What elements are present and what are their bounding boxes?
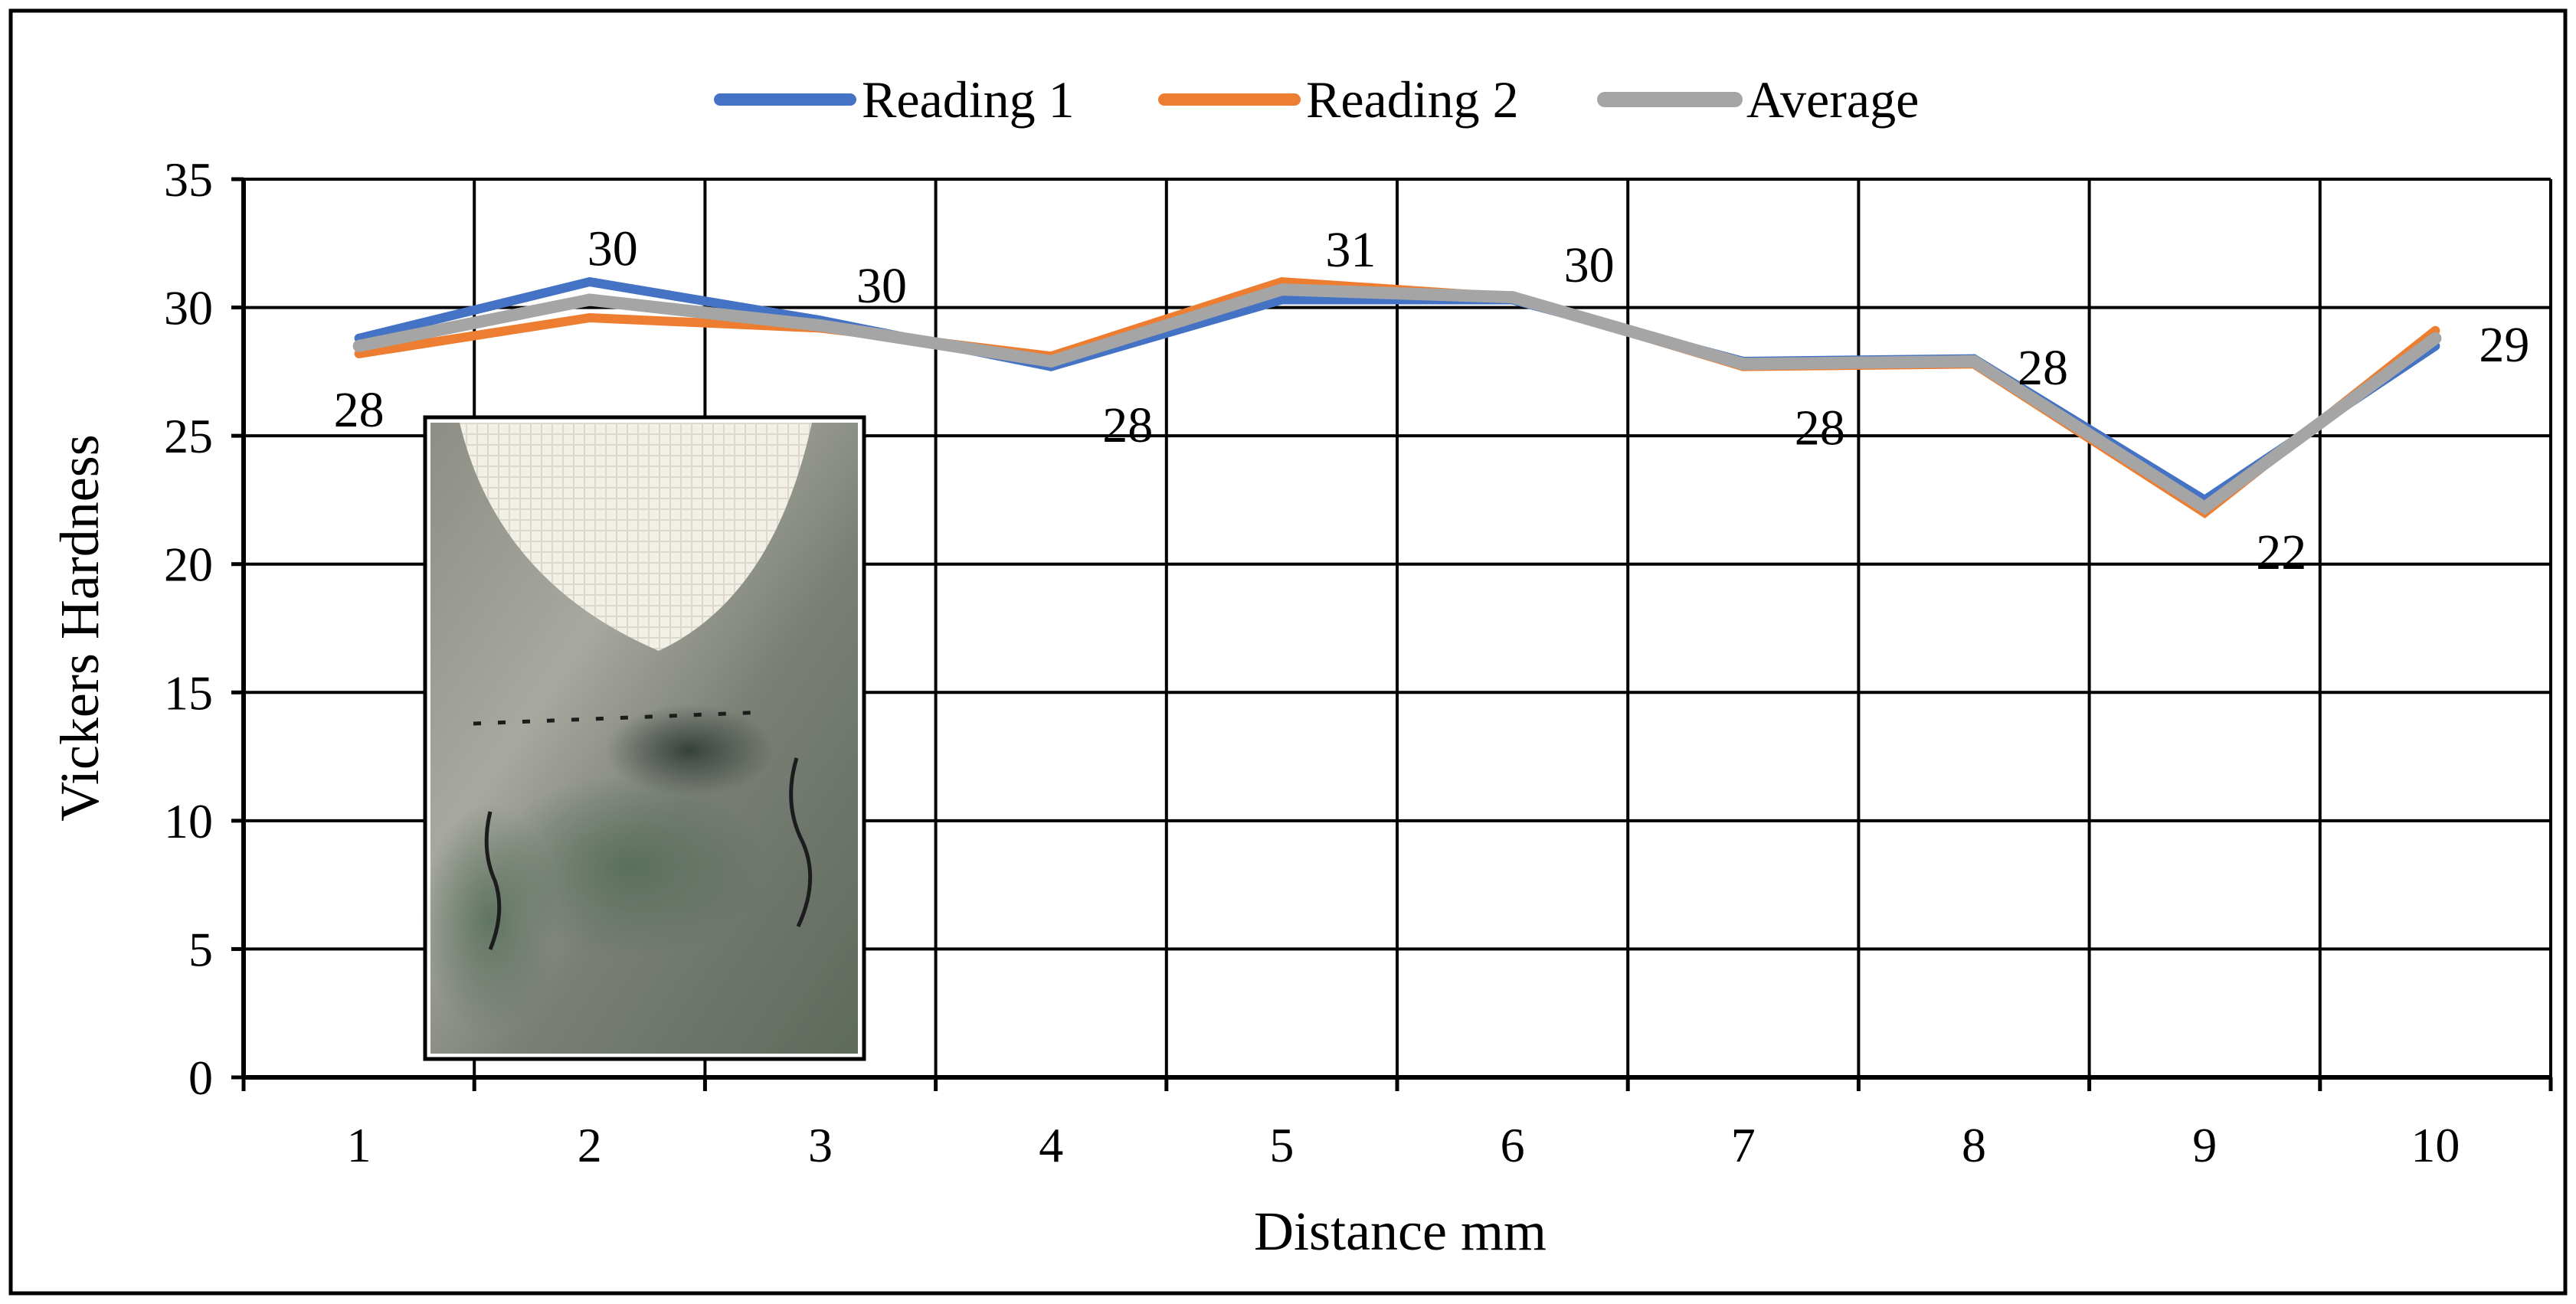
x-tick-label: 6 <box>1501 1118 1525 1172</box>
data-label: 28 <box>334 382 385 438</box>
data-label: 31 <box>1325 222 1376 278</box>
axes <box>231 177 2553 1091</box>
y-tick-label: 10 <box>164 794 213 848</box>
data-point <box>1968 355 1980 368</box>
data-point <box>584 277 594 287</box>
data-label: 30 <box>588 221 638 277</box>
data-point <box>583 293 596 306</box>
data-label: 28 <box>1795 400 1845 456</box>
legend-label: Average <box>1746 70 1919 129</box>
data-point <box>814 319 826 332</box>
y-tick-label: 5 <box>188 922 213 976</box>
y-tick-label: 30 <box>164 281 213 335</box>
series-lines <box>352 276 2442 519</box>
data-point <box>2429 332 2442 345</box>
x-tick-label: 9 <box>2192 1118 2217 1172</box>
x-tick-label: 1 <box>347 1118 372 1172</box>
y-tick-label: 15 <box>164 665 213 720</box>
data-point <box>1045 355 1058 368</box>
data-labels: 28 30 30 28 31 30 28 28 22 29 <box>334 221 2530 580</box>
legend-label: Reading 1 <box>862 70 1075 129</box>
x-tick-labels: 1 2 3 4 5 6 7 8 9 10 <box>347 1118 2460 1172</box>
data-point <box>584 312 594 322</box>
chart-border <box>8 8 2568 1296</box>
data-label: 28 <box>1102 397 1153 453</box>
x-tick-label: 7 <box>1731 1118 1756 1172</box>
data-point <box>1736 358 1750 371</box>
data-point <box>352 339 365 352</box>
data-point <box>1506 291 1519 304</box>
x-tick-label: 3 <box>808 1118 833 1172</box>
data-point <box>1277 295 1287 305</box>
data-label: 29 <box>2479 317 2529 373</box>
x-tick-label: 4 <box>1039 1118 1063 1172</box>
y-tick-label: 20 <box>164 538 213 592</box>
y-axis-title: Vickers Hardness <box>49 434 110 822</box>
x-tick-label: 8 <box>1962 1118 1986 1172</box>
x-axis-title: Distance mm <box>1254 1201 1547 1262</box>
data-label: 30 <box>856 258 907 314</box>
y-tick-labels: 0 5 10 15 20 25 30 35 <box>164 152 213 1105</box>
legend: Reading 1 Reading 2 Average <box>714 70 1919 129</box>
x-tick-label: 5 <box>1269 1118 1294 1172</box>
data-label: 28 <box>2018 340 2068 396</box>
specimen-photo-inset <box>421 415 866 1061</box>
data-label: 30 <box>1564 237 1615 293</box>
y-tick-label: 0 <box>188 1051 213 1105</box>
data-label: 22 <box>2256 525 2306 580</box>
legend-label: Reading 2 <box>1306 70 1519 129</box>
data-point <box>1275 283 1288 296</box>
x-tick-label: 2 <box>578 1118 602 1172</box>
data-point <box>2198 501 2211 514</box>
y-tick-label: 35 <box>164 152 213 207</box>
series-line-average <box>358 283 2440 515</box>
x-tick-label: 10 <box>2411 1118 2460 1172</box>
y-tick-label: 25 <box>164 409 213 463</box>
